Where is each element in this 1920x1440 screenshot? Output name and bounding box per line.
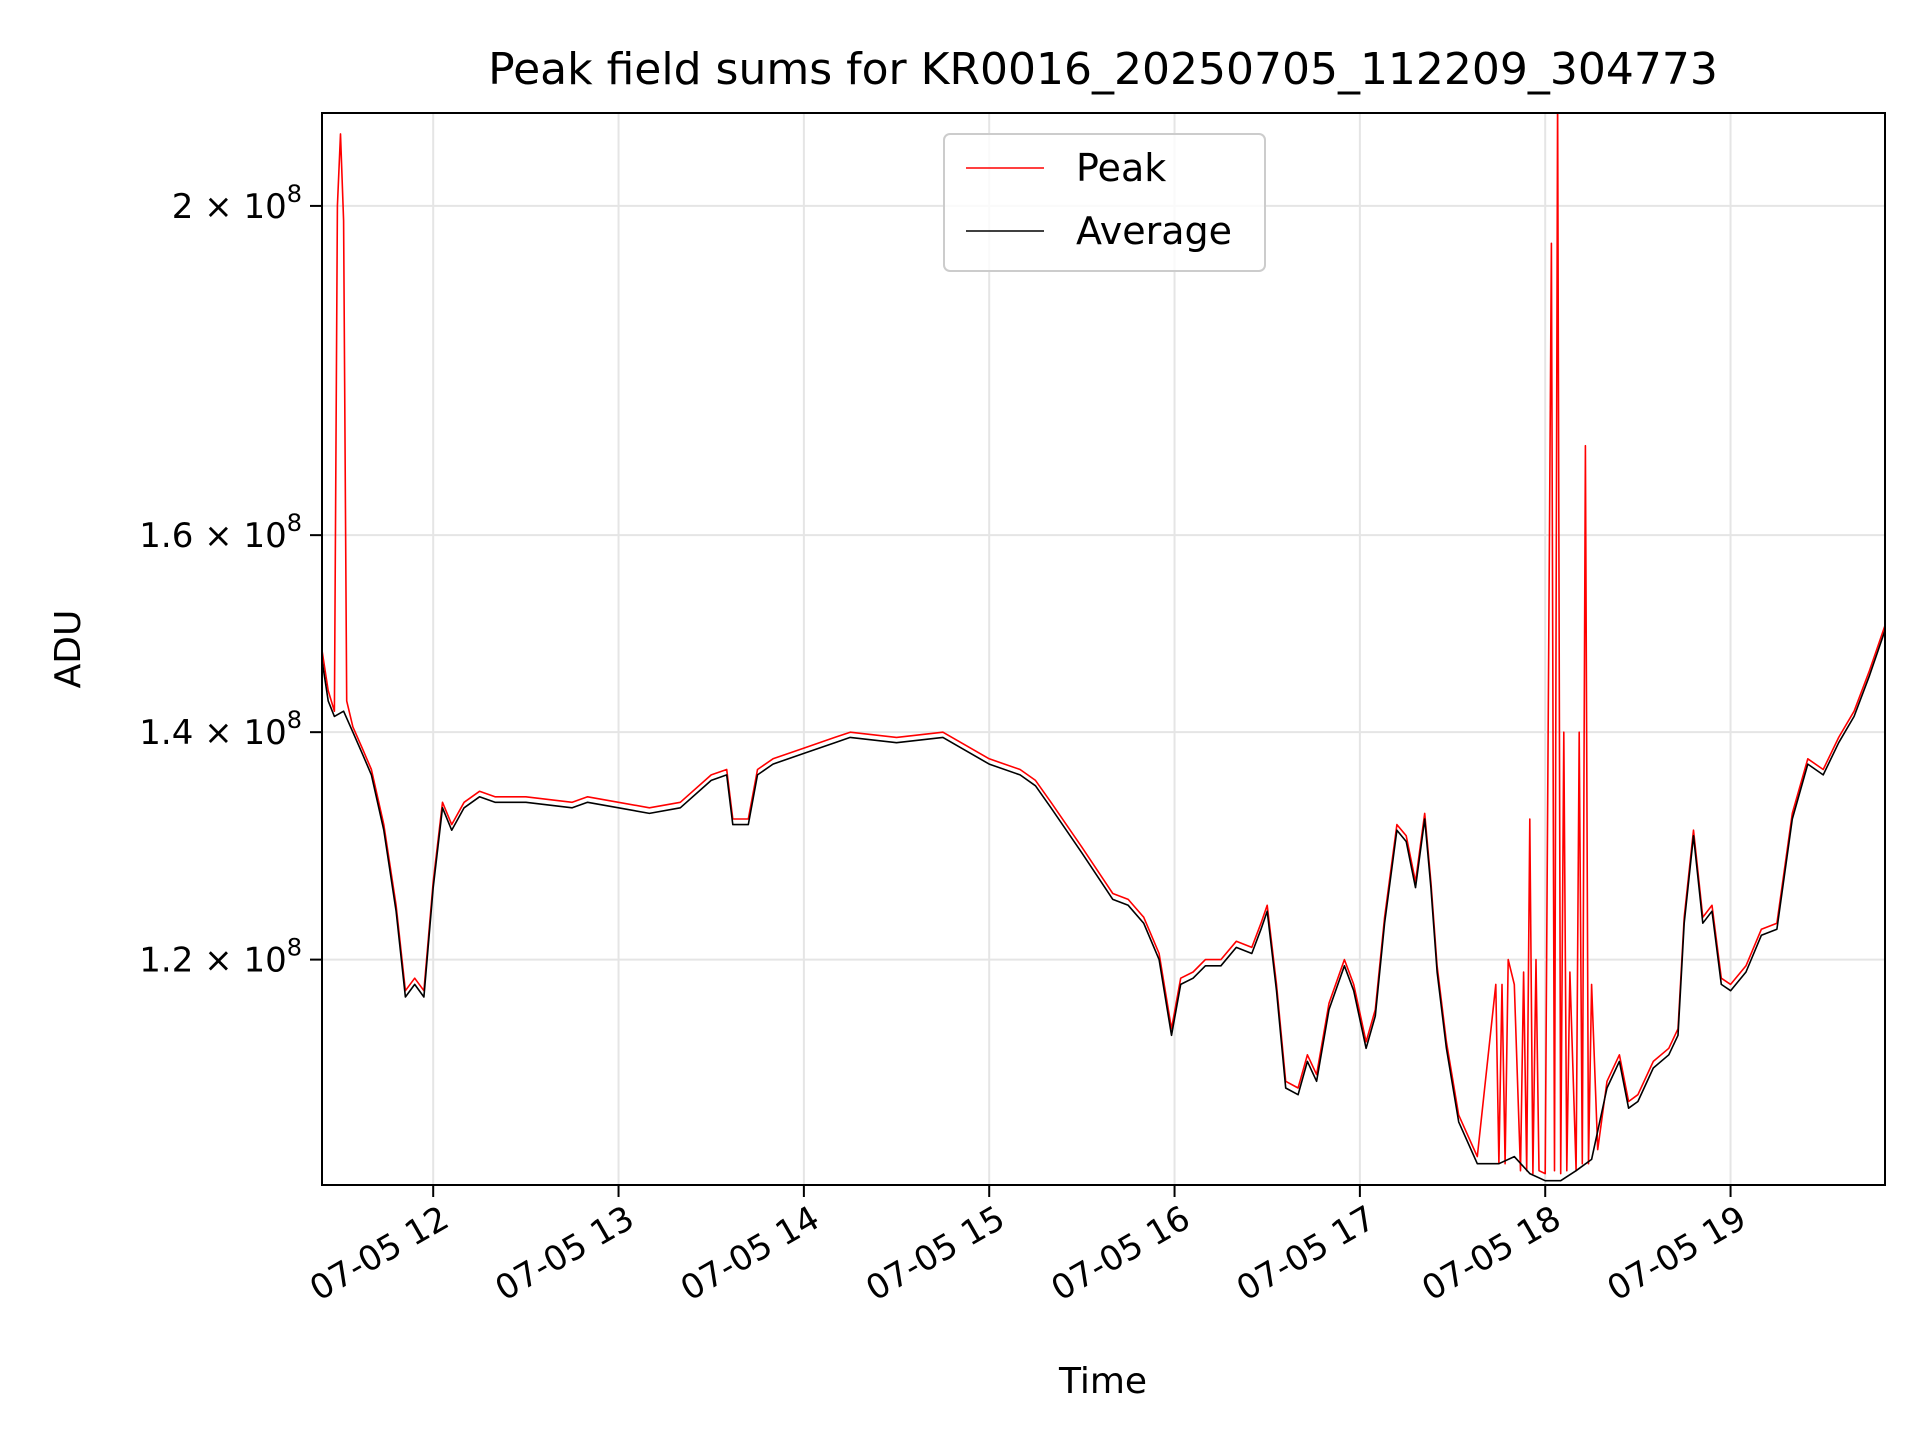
plot-frame <box>321 112 1886 1186</box>
legend-label-average: Average <box>1076 209 1232 253</box>
y-tick-label: 1.6 × 108 <box>139 509 302 556</box>
y-axis-label: ADU <box>48 610 89 689</box>
series-layer <box>322 113 1885 1182</box>
series-line-peak <box>322 113 1885 1175</box>
y-axis: 1.2 × 108 1.4 × 108 1.6 × 108 2 × 108 <box>139 180 322 981</box>
y-tick-label: 1.4 × 108 <box>139 706 302 753</box>
series-line-average <box>322 630 1885 1182</box>
y-tick-label: 1.2 × 108 <box>139 934 302 981</box>
x-axis-label: Time <box>1058 1361 1147 1402</box>
legend-label-peak: Peak <box>1076 146 1166 190</box>
legend: Peak Average <box>943 133 1266 272</box>
y-tick-label: 2 × 108 <box>172 180 302 227</box>
grid <box>322 113 1885 1185</box>
chart-title: Peak field sums for KR0016_20250705_1122… <box>488 44 1718 95</box>
